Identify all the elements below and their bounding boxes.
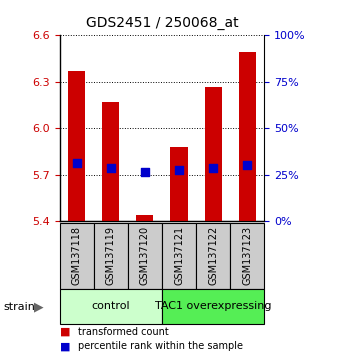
Point	[74, 160, 79, 166]
Bar	[239, 52, 256, 221]
Bar	[94, 223, 128, 289]
Text: transformed count: transformed count	[78, 327, 169, 337]
Text: ■: ■	[60, 341, 70, 351]
Bar	[205, 86, 222, 221]
Text: ■: ■	[60, 327, 70, 337]
Bar	[170, 147, 188, 221]
Bar	[162, 223, 196, 289]
Text: control: control	[91, 301, 130, 311]
Point	[142, 170, 148, 175]
Bar	[196, 223, 230, 289]
Text: GSM137119: GSM137119	[106, 226, 116, 285]
Text: percentile rank within the sample: percentile rank within the sample	[78, 341, 243, 351]
Text: strain: strain	[3, 302, 35, 312]
Point	[244, 163, 250, 169]
Bar	[162, 289, 264, 324]
Bar	[136, 215, 153, 221]
Bar	[68, 71, 85, 221]
Text: GDS2451 / 250068_at: GDS2451 / 250068_at	[86, 16, 238, 30]
Text: TAC1 overexpressing: TAC1 overexpressing	[155, 301, 271, 311]
Text: GSM137120: GSM137120	[140, 226, 150, 285]
Text: GSM137123: GSM137123	[242, 226, 252, 285]
Text: ▶: ▶	[34, 301, 44, 313]
Bar	[128, 223, 162, 289]
Bar	[60, 289, 162, 324]
Bar	[102, 102, 119, 221]
Point	[176, 167, 182, 173]
Text: GSM137121: GSM137121	[174, 226, 184, 285]
Text: GSM137118: GSM137118	[72, 226, 82, 285]
Text: GSM137122: GSM137122	[208, 226, 218, 285]
Point	[108, 165, 114, 171]
Point	[210, 165, 216, 171]
Bar	[60, 223, 94, 289]
Bar	[230, 223, 264, 289]
